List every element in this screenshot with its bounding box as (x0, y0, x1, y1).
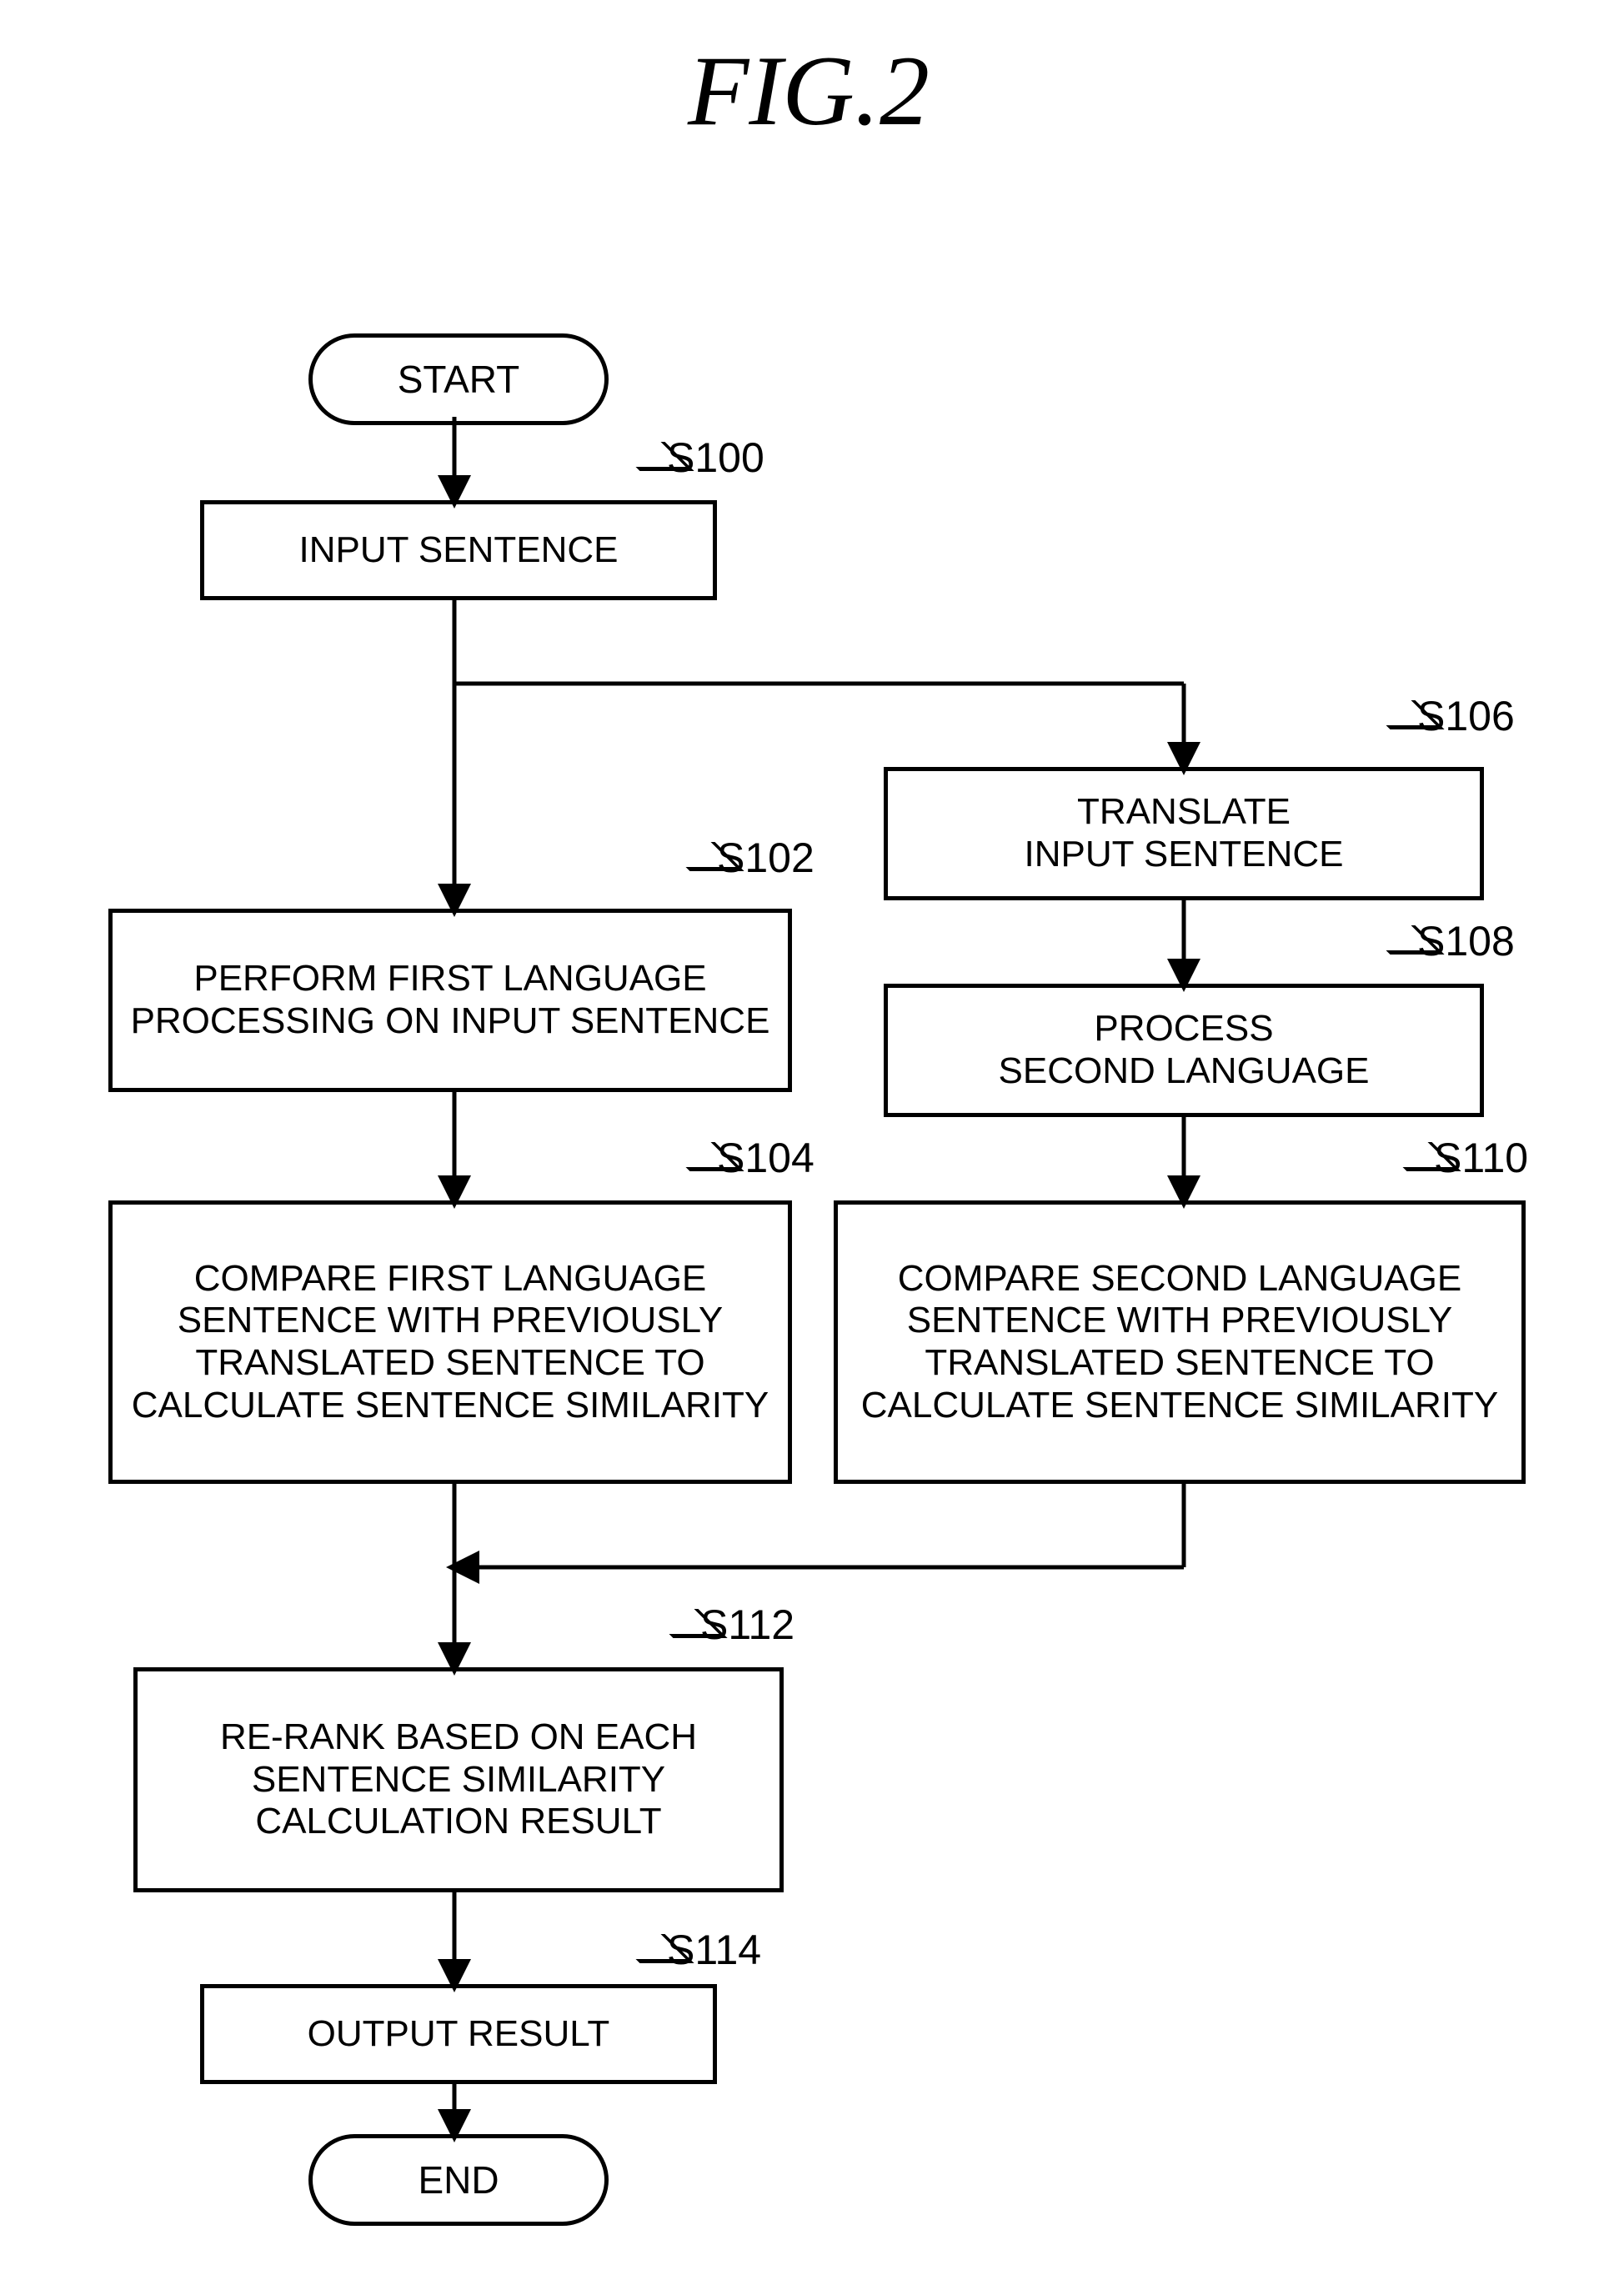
terminal-end-label: END (418, 2157, 499, 2202)
process-s106-text: TRANSLATEINPUT SENTENCE (1024, 791, 1343, 875)
process-s114: OUTPUT RESULT (200, 1984, 717, 2084)
process-s102: PERFORM FIRST LANGUAGE PROCESSING ON INP… (108, 909, 792, 1092)
process-s100: INPUT SENTENCE (200, 500, 717, 600)
process-s106: TRANSLATEINPUT SENTENCE (884, 767, 1484, 900)
label-s106: S106 (1417, 692, 1515, 740)
process-s104: COMPARE FIRST LANGUAGE SENTENCE WITH PRE… (108, 1200, 792, 1484)
label-s108: S108 (1417, 917, 1515, 965)
label-s104: S104 (717, 1134, 815, 1182)
figure-title: FIG.2 (634, 33, 984, 150)
flowchart-page: FIG.2 START END INPUT SENTENCE PERFORM F… (0, 0, 1624, 2295)
terminal-end: END (308, 2134, 609, 2226)
process-s100-text: INPUT SENTENCE (298, 529, 618, 572)
process-s112-text: RE-RANK BASED ON EACH SENTENCE SIMILARIT… (146, 1716, 771, 1843)
process-s108: PROCESSSECOND LANGUAGE (884, 984, 1484, 1117)
label-s102: S102 (717, 834, 815, 882)
process-s102-text: PERFORM FIRST LANGUAGE PROCESSING ON INP… (121, 958, 779, 1042)
process-s110-text: COMPARE SECOND LANGUAGE SENTENCE WITH PR… (846, 1258, 1513, 1426)
label-s100: S100 (667, 433, 764, 482)
terminal-start-label: START (398, 357, 520, 402)
process-s104-text: COMPARE FIRST LANGUAGE SENTENCE WITH PRE… (121, 1258, 779, 1426)
process-s112: RE-RANK BASED ON EACH SENTENCE SIMILARIT… (133, 1667, 784, 1892)
process-s108-text: PROCESSSECOND LANGUAGE (999, 1008, 1370, 1092)
terminal-start: START (308, 333, 609, 425)
process-s110: COMPARE SECOND LANGUAGE SENTENCE WITH PR… (834, 1200, 1526, 1484)
process-s114-text: OUTPUT RESULT (308, 2013, 610, 2056)
